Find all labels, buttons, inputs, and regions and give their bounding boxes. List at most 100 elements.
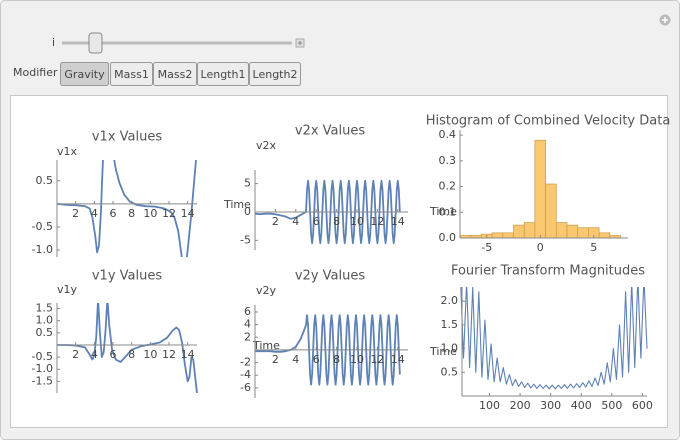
- y-tick-label: -1.5: [32, 374, 53, 387]
- button-label: Length1: [201, 68, 246, 81]
- y-tick-label: -2: [240, 356, 251, 369]
- modifier-button[interactable]: [153, 62, 197, 86]
- y-tick-label: 0.5: [36, 174, 54, 187]
- y-axis-label: v2x: [256, 139, 277, 152]
- y-tick-label: 0.2: [439, 180, 457, 193]
- chart-title: v2y Values: [295, 269, 365, 284]
- y-tick-label: -0.5: [32, 220, 53, 233]
- x-tick-label: 0: [537, 241, 544, 254]
- x-tick-label: 4: [292, 353, 299, 366]
- x-tick-label: 4: [91, 348, 98, 361]
- x-tick-label: 12: [162, 348, 176, 361]
- x-tick-label: 2: [72, 348, 79, 361]
- button-label: Mass1: [114, 68, 149, 81]
- y-axis-label: v1x: [57, 145, 78, 158]
- chart-title: Fourier Transform Magnitudes: [451, 264, 645, 279]
- x-tick-label: -5: [481, 241, 492, 254]
- histogram-bar: [598, 232, 611, 238]
- x-tick-label: 12: [370, 353, 384, 366]
- histogram-bar: [545, 183, 557, 238]
- y-tick-label: -1.0: [32, 362, 53, 375]
- x-tick-label: 6: [110, 348, 117, 361]
- y-tick-label: 0: [244, 205, 251, 218]
- slider-thumb[interactable]: [88, 32, 103, 54]
- y-tick-label: 1.0: [441, 342, 459, 355]
- x-tick-label: 10: [143, 348, 157, 361]
- x-tick-label: 500: [601, 399, 622, 412]
- x-axis-label: Time: [223, 198, 251, 211]
- data-line: [56, 160, 197, 257]
- x-tick-label: 300: [540, 399, 561, 412]
- histogram-bar: [555, 222, 568, 238]
- y-tick-label: -5: [240, 233, 251, 246]
- y-tick-label: 4: [244, 318, 251, 331]
- y-tick-label: 0.5: [441, 365, 459, 378]
- modifier-button[interactable]: [197, 62, 249, 86]
- x-tick-label: 8: [333, 215, 340, 228]
- histogram-bar: [577, 227, 589, 238]
- x-tick-label: 8: [128, 207, 135, 220]
- x-tick-label: 8: [333, 353, 340, 366]
- y-tick-label: 5: [244, 177, 251, 190]
- x-tick-label: 400: [571, 399, 592, 412]
- y-tick-label: 0.5: [36, 326, 54, 339]
- modifier-button[interactable]: [60, 62, 109, 86]
- x-tick-label: 600: [632, 399, 653, 412]
- modifier-button[interactable]: [110, 62, 153, 86]
- chart-title: v1x Values: [92, 130, 162, 145]
- x-tick-label: 4: [91, 207, 98, 220]
- y-axis-label: v2y: [256, 284, 277, 297]
- button-label: Gravity: [64, 68, 105, 81]
- histogram-bar: [491, 232, 504, 238]
- x-tick-label: 5: [590, 241, 597, 254]
- plot-panel: [10, 95, 668, 428]
- button-label: Mass2: [158, 68, 193, 81]
- y-tick-label: -0.5: [32, 350, 53, 363]
- histogram-bar: [566, 224, 579, 238]
- modifier-label: Modifier: [13, 66, 58, 79]
- x-tick-label: 10: [350, 353, 364, 366]
- x-tick-label: 6: [110, 207, 117, 220]
- x-tick-label: 2: [272, 215, 279, 228]
- x-tick-label: 14: [181, 348, 195, 361]
- y-tick-label: -1.0: [32, 243, 53, 256]
- y-tick-label: 0.4: [439, 128, 457, 141]
- modifier-button[interactable]: [249, 62, 301, 86]
- y-axis-label: v1y: [57, 283, 78, 296]
- x-tick-label: 4: [292, 215, 299, 228]
- chart-title: v1y Values: [92, 269, 162, 284]
- y-tick-label: 6: [244, 305, 251, 318]
- histogram-bar: [609, 235, 621, 238]
- histogram-bar: [534, 139, 546, 238]
- options-icon: [662, 17, 668, 23]
- y-tick-label: 0.0: [439, 231, 457, 244]
- x-tick-label: 100: [479, 399, 500, 412]
- slider-label: i: [52, 36, 55, 49]
- y-tick-label: 0.1: [439, 205, 457, 218]
- x-tick-label: 6: [313, 215, 320, 228]
- button-label: Length2: [253, 68, 298, 81]
- y-tick-label: 2.0: [441, 294, 459, 307]
- y-tick-label: -6: [240, 381, 251, 394]
- chart-title: Histogram of Combined Velocity Data: [426, 114, 671, 129]
- x-tick-label: 12: [162, 207, 176, 220]
- data-line: [460, 287, 648, 390]
- y-tick-label: 1.0: [36, 314, 54, 327]
- x-tick-label: 2: [72, 207, 79, 220]
- histogram-bar: [523, 222, 536, 238]
- y-tick-label: -4: [240, 368, 251, 381]
- x-tick-label: 12: [370, 215, 384, 228]
- y-tick-label: 1.5: [441, 318, 459, 331]
- button-bar: Gravity Mass1 Mass2 Length1 Length2: [60, 62, 301, 86]
- data-line: [57, 303, 198, 393]
- x-tick-label: 6: [313, 353, 320, 366]
- x-tick-label: 200: [510, 399, 531, 412]
- slider-expand-icon: [298, 41, 302, 45]
- y-tick-label: 0.3: [439, 154, 457, 167]
- x-axis-label: Time: [429, 205, 457, 218]
- x-tick-label: 14: [181, 207, 195, 220]
- x-tick-label: 14: [391, 353, 405, 366]
- x-tick-label: 10: [350, 215, 364, 228]
- x-tick-label: 2: [272, 353, 279, 366]
